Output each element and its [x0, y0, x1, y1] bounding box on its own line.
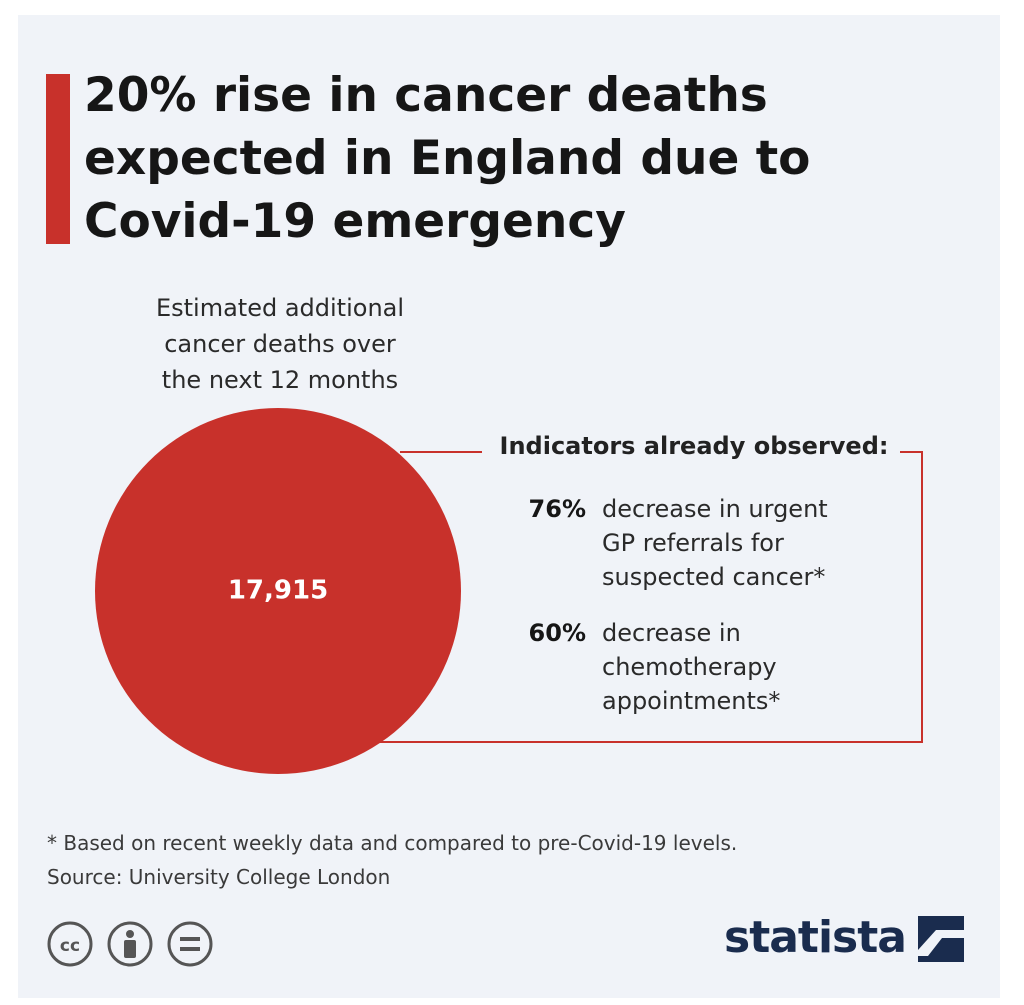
indicator-connector — [372, 451, 923, 743]
attribution-icon[interactable] — [107, 921, 153, 967]
bubble-value-label: 17,915 — [228, 576, 328, 606]
source-text: Source: University College London — [47, 865, 391, 889]
brand-wordmark: statista — [724, 912, 907, 963]
indicator-description: decrease in chemotherapy appointments* — [602, 616, 882, 718]
indicator-description: decrease in urgent GP referrals for susp… — [602, 492, 882, 594]
chart-subtitle: Estimated additional cancer deaths over … — [110, 290, 450, 398]
indicator-line: decrease in urgent — [602, 495, 828, 523]
indicator-value: 76% — [528, 495, 586, 523]
footnote-text: * Based on recent weekly data and compar… — [47, 831, 738, 855]
statista-mark-icon — [918, 916, 964, 962]
indicator-value: 60% — [528, 619, 586, 647]
footnote: * Based on recent weekly data and compar… — [47, 826, 737, 894]
indicator-line: chemotherapy — [602, 653, 777, 681]
indicator-line: suspected cancer* — [602, 563, 826, 591]
license-icons: cc — [47, 921, 213, 967]
indicators-heading: Indicators already observed: — [499, 432, 889, 460]
subtitle-line: cancer deaths over — [164, 330, 396, 358]
svg-text:cc: cc — [60, 936, 80, 956]
page-title: 20% rise in cancer deaths expected in En… — [84, 68, 811, 249]
deaths-bubble — [95, 408, 461, 774]
accent-bar — [46, 74, 70, 244]
creative-commons-icon[interactable]: cc — [47, 921, 93, 967]
indicator-line: appointments* — [602, 687, 781, 715]
subtitle-line: Estimated additional — [155, 294, 405, 322]
indicator-line: decrease in — [602, 619, 741, 647]
subtitle-line: the next 12 months — [161, 366, 399, 394]
indicator-line: GP referrals for — [602, 529, 784, 557]
no-derivatives-icon[interactable] — [167, 921, 213, 967]
